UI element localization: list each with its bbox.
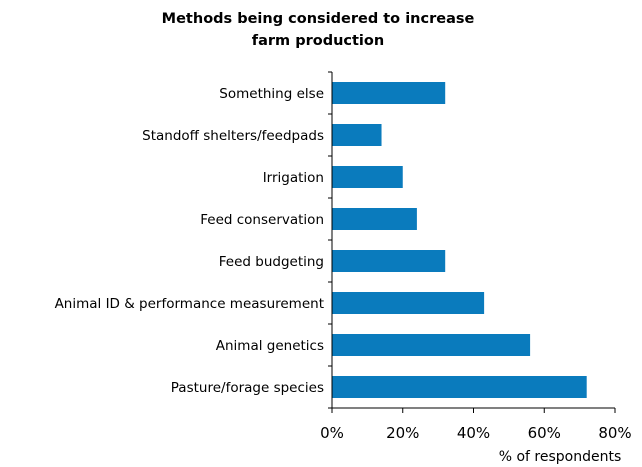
bar bbox=[332, 124, 382, 146]
bar bbox=[332, 376, 587, 398]
bar bbox=[332, 208, 417, 230]
category-label: Standoff shelters/feedpads bbox=[142, 128, 324, 144]
bar bbox=[332, 166, 403, 188]
x-tick-label: 80% bbox=[598, 424, 631, 442]
chart-title-line-1: Methods being considered to increase bbox=[162, 11, 475, 27]
x-tick-label: 0% bbox=[320, 424, 344, 442]
x-tick-label: 40% bbox=[457, 424, 490, 442]
bar bbox=[332, 82, 446, 104]
chart-title-line-2: farm production bbox=[252, 33, 384, 49]
category-label: Irrigation bbox=[263, 170, 324, 186]
bar bbox=[332, 334, 531, 356]
category-label: Something else bbox=[219, 86, 324, 102]
category-label: Animal genetics bbox=[216, 338, 324, 354]
y-axis-ticks bbox=[328, 71, 332, 409]
category-labels-group: Something else Standoff shelters/feedpads… bbox=[55, 86, 324, 396]
bar bbox=[332, 250, 446, 272]
category-label: Pasture/forage species bbox=[171, 380, 324, 396]
bar bbox=[332, 292, 485, 314]
category-label: Feed conservation bbox=[200, 212, 324, 228]
category-label: Feed budgeting bbox=[219, 254, 324, 270]
bars-group bbox=[332, 82, 587, 398]
category-label: Animal ID & performance measurement bbox=[55, 296, 324, 312]
x-tick-label: 60% bbox=[528, 424, 561, 442]
x-tick-label: 20% bbox=[386, 424, 419, 442]
x-axis-ticks: 0% 20% 40% 60% 80% bbox=[320, 408, 632, 442]
x-axis-title: % of respondents bbox=[499, 449, 622, 465]
